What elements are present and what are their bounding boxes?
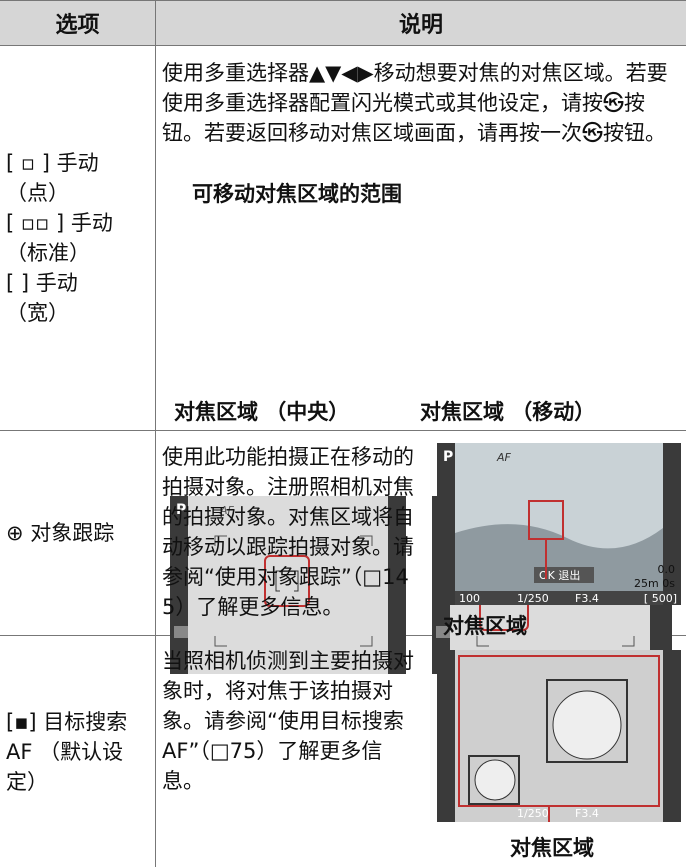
option-cell: [ ▫ ] 手动 （点） [ ▫▫ ] 手动 （标准） [ ] 手动 （宽） (6, 46, 146, 430)
camera-screen: P AF OK 退出 0.0 25m 0s 100 1/250 F3.4 [ 5… (437, 443, 681, 605)
screen-label: 1/250 (517, 807, 549, 820)
description: 使用此功能拍摄正在移动的拍摄对象。注册照相机对焦的拍摄对象。对焦区域将自动移动以… (162, 445, 414, 619)
figure-title: 可移动对焦区域的范围 (192, 182, 402, 206)
rule (0, 0, 686, 1)
screen-label: F3.4 (575, 592, 599, 605)
option-line: [ ▫▫ ] 手动 (6, 211, 113, 235)
screen-label: AF (219, 504, 235, 517)
column-rule (155, 0, 156, 867)
screen-caption: 对焦区域 (510, 836, 594, 860)
option-line: （宽） (6, 301, 69, 325)
option-line: （标准） (6, 241, 90, 265)
screen-label: F3.4 (575, 807, 599, 820)
description: 使用多重选择器▲▼◀▶移动想要对焦的对焦区域。若要使用多重选择器配置闪光模式或其… (162, 61, 668, 145)
screen-label: 1/250 (517, 592, 549, 605)
option-line: （点） (6, 181, 69, 205)
screen-label: P (443, 449, 453, 465)
camera-screen: 1/250 F3.4 (437, 650, 681, 822)
header-cell: 选项 (0, 0, 155, 45)
option-line: [▪] 目标搜索AF （默认设定） (6, 709, 128, 794)
option-line: [ ] 手动 (6, 271, 78, 295)
option-line: [ ▫ ] 手动 (6, 151, 99, 175)
screen-label: OK 退出 (539, 568, 580, 582)
rule (0, 45, 686, 46)
screen-label: P (176, 502, 186, 518)
description: 当照相机侦测到主要拍摄对象时，将对焦于该拍摄对象。请参阅“使用目标搜索AF”（□… (162, 649, 414, 793)
screen-caption: 对焦区域 (443, 614, 527, 638)
option-cell: [▪] 目标搜索AF （默认设定） (6, 636, 146, 867)
camera-screen: P AF (170, 496, 406, 674)
screen-label: 25m 0s (634, 577, 675, 590)
screen-label: [ 500] (644, 592, 677, 605)
screen-label: AF (496, 451, 512, 464)
screen-label: 100 (459, 592, 480, 605)
screen-label: 0.0 (658, 563, 676, 576)
rule (0, 430, 686, 431)
header-cell: 说明 (156, 0, 686, 45)
screen-caption: 对焦区域 （中央） (174, 400, 350, 424)
screen-caption: 对焦区域 （移动） (420, 400, 596, 424)
option-line: ⊕ 对象跟踪 (6, 521, 115, 545)
option-cell: ⊕ 对象跟踪 (6, 431, 146, 635)
